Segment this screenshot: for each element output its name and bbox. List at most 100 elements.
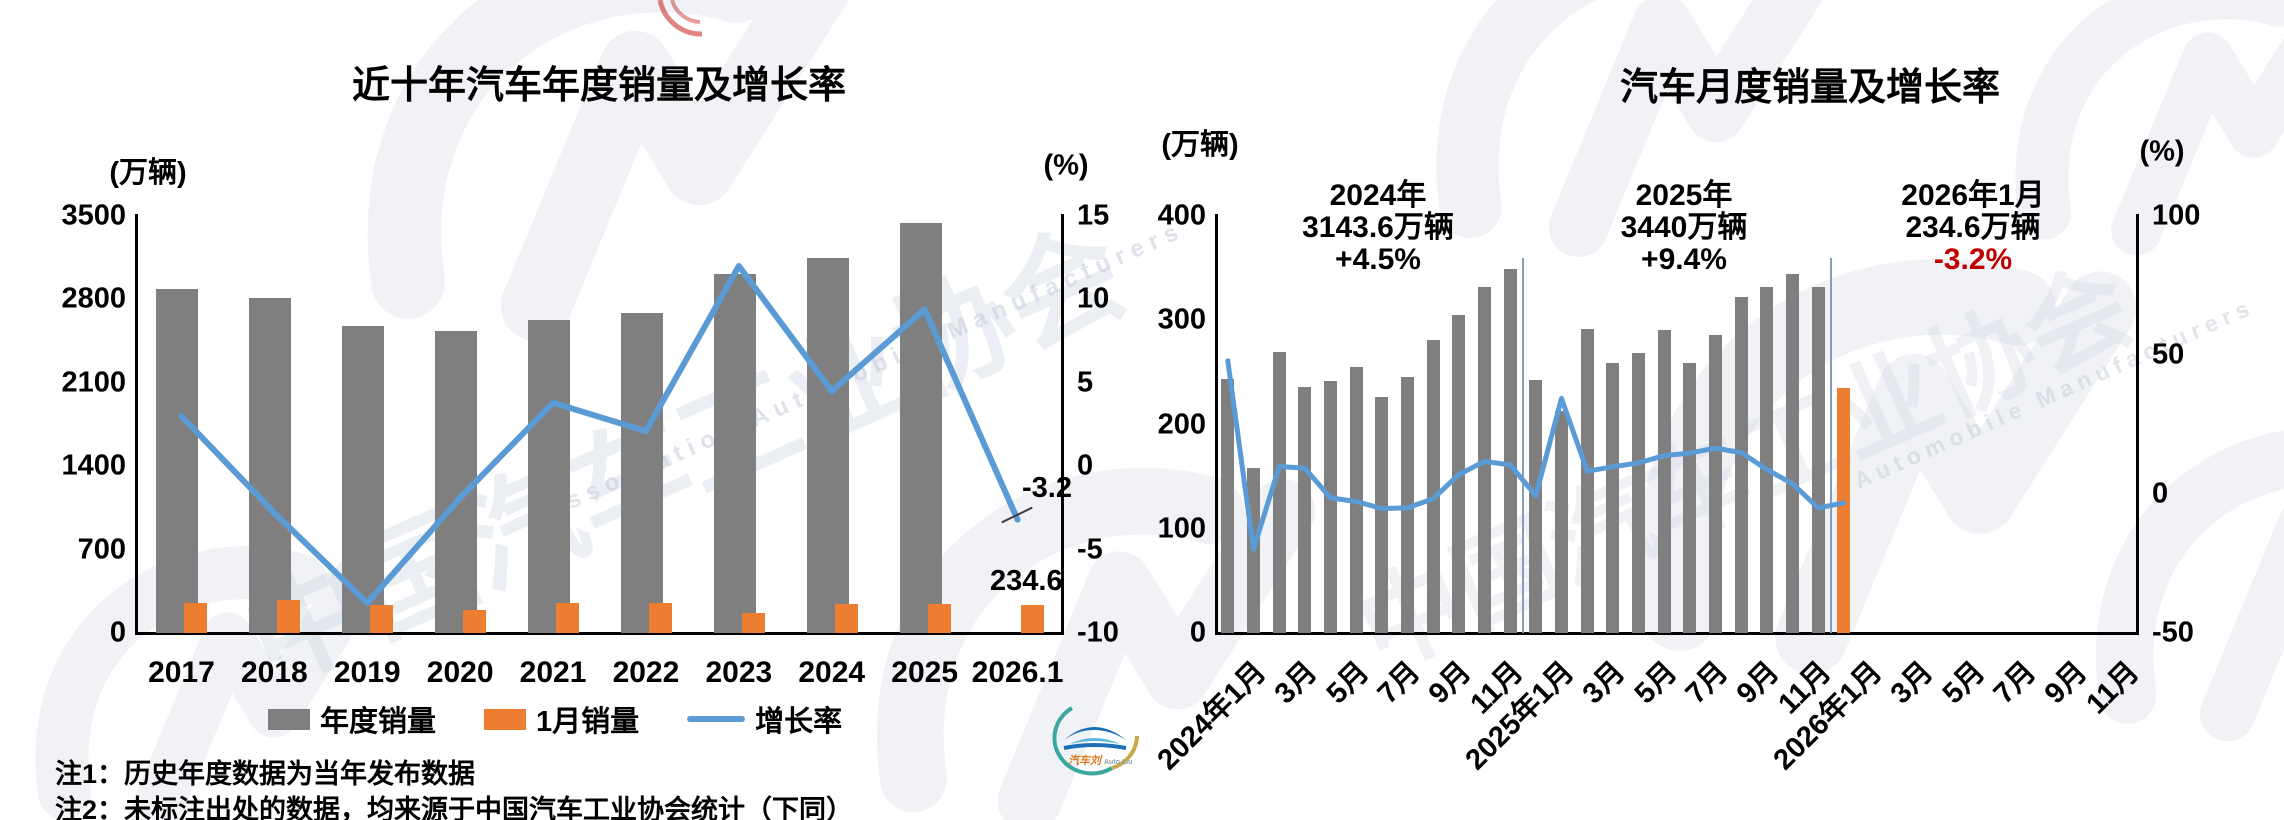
y-axis-tick: 1400 xyxy=(61,449,126,482)
left-chart-legend: 年度销量 1月销量 增长率 xyxy=(268,698,842,740)
monthly-sales-bar xyxy=(1478,287,1491,633)
monthly-sales-bar xyxy=(1298,387,1312,633)
monthly-sales-bar xyxy=(1760,286,1774,633)
left-chart-title: 近十年汽车年度销量及增长率 xyxy=(351,65,846,107)
jan-sales-bar xyxy=(556,603,580,633)
secondary-y-axis-tick: -10 xyxy=(1077,616,1119,649)
auto-liu-logo: 汽车刘 Auto Liu xyxy=(1038,702,1150,782)
monthly-sales-bar xyxy=(1734,296,1748,633)
growth-rate-swatch xyxy=(687,716,746,722)
legend-item-jan-sales: 1月销量 xyxy=(484,698,639,740)
monthly-sales-bar xyxy=(1375,397,1389,633)
annotation-2026-jan: 2026年1月 234.6万辆 -3.2% xyxy=(1843,180,2103,276)
legend-label: 年度销量 xyxy=(320,706,437,738)
secondary-y-axis-tick: 5 xyxy=(1077,366,1094,399)
secondary-y-axis-tick: -5 xyxy=(1077,533,1103,566)
x-axis-label: 2020 xyxy=(426,656,494,689)
jan-sales-bar xyxy=(463,609,487,633)
annotation-year: 2025年 xyxy=(1635,179,1733,212)
annual-sales-bar xyxy=(342,325,385,633)
monthly-sales-bar xyxy=(1683,362,1697,633)
x-axis-label: 11月 xyxy=(2079,655,2145,721)
jan-sales-swatch xyxy=(484,708,527,730)
right-chart-secondary-y-axis xyxy=(2136,214,2139,635)
annotation-growth: +4.5% xyxy=(1335,243,1421,276)
left-chart-y-axis xyxy=(135,214,138,635)
growth-endpoint-label: -3.2 xyxy=(1022,472,1072,504)
jan-sales-endpoint-label: 234.6 xyxy=(990,565,1063,597)
secondary-y-axis-tick: 10 xyxy=(1077,282,1110,315)
legend-item-annual-sales: 年度销量 xyxy=(268,698,436,740)
year-separator-line xyxy=(1522,258,1524,633)
secondary-y-axis-tick: 0 xyxy=(1077,449,1094,482)
annotation-volume: 234.6万辆 xyxy=(1905,211,2041,244)
y-axis-tick: 2100 xyxy=(61,366,126,399)
annotation-volume: 3143.6万辆 xyxy=(1302,211,1454,244)
monthly-sales-bar xyxy=(1529,380,1543,633)
logo-text-cn: 汽车刘 xyxy=(1068,754,1103,767)
legend-label: 增长率 xyxy=(755,706,843,738)
annual-sales-bar xyxy=(713,274,756,633)
annotation-2024: 2024年 3143.6万辆 +4.5% xyxy=(1248,180,1508,276)
left-chart-x-axis xyxy=(135,632,1064,635)
note-1: 注1：历史年度数据为当年发布数据 xyxy=(55,759,476,789)
monthly-sales-bar xyxy=(1247,467,1260,633)
secondary-y-axis-tick: -50 xyxy=(2152,616,2194,649)
annotation-2025: 2025年 3440万辆 +9.4% xyxy=(1554,180,1814,276)
secondary-y-axis-tick: 15 xyxy=(1077,199,1110,232)
annotation-growth: +9.4% xyxy=(1641,243,1727,276)
monthly-sales-bar xyxy=(1632,352,1645,633)
monthly-sales-bar xyxy=(1786,274,1799,633)
monthly-sales-bar xyxy=(1349,366,1363,633)
monthly-sales-bar xyxy=(1555,411,1568,633)
jan-sales-bar xyxy=(1020,605,1044,633)
y-axis-tick: 0 xyxy=(109,616,126,649)
annual-sales-bar xyxy=(620,312,663,633)
right-chart-y-axis xyxy=(1215,214,1218,635)
x-axis-label: 2026.1 xyxy=(971,656,1064,689)
jan-sales-bar xyxy=(927,604,951,633)
left-chart-unit-left: (万辆) xyxy=(109,157,187,189)
y-axis-tick: 400 xyxy=(1157,199,1206,232)
monthly-sales-bar xyxy=(1272,352,1286,633)
annotation-volume: 3440万辆 xyxy=(1620,211,1748,244)
monthly-sales-bar-jan2026 xyxy=(1837,388,1851,633)
monthly-sales-bar xyxy=(1324,381,1337,633)
monthly-sales-bar xyxy=(1811,287,1825,633)
jan-sales-bar xyxy=(277,599,301,633)
monthly-sales-bar xyxy=(1606,362,1620,633)
annual-sales-bar xyxy=(528,319,571,633)
monthly-sales-bar xyxy=(1221,378,1235,633)
monthly-sales-bar xyxy=(1452,314,1466,633)
x-axis-label: 2018 xyxy=(240,656,308,689)
x-axis-label: 2024年1月 xyxy=(1151,655,1273,777)
x-axis-label: 2021 xyxy=(519,656,587,689)
jan-sales-bar xyxy=(741,613,765,633)
monthly-sales-bar xyxy=(1709,335,1722,633)
annual-sales-swatch xyxy=(268,708,310,730)
left-chart-unit-right: (%) xyxy=(1043,149,1089,182)
watermark-en-right: Automobile Manufacturers xyxy=(1850,292,2259,494)
x-axis-label: 2025 xyxy=(891,656,959,689)
x-axis-label: 2024 xyxy=(798,656,866,689)
x-axis-label: 2017 xyxy=(148,656,215,689)
monthly-sales-bar xyxy=(1503,269,1517,633)
annual-sales-bar xyxy=(806,258,849,633)
jan-sales-bar xyxy=(184,602,208,633)
jan-sales-bar xyxy=(648,602,672,633)
logo-text-en: Auto Liu xyxy=(1104,759,1132,766)
monthly-sales-bar xyxy=(1657,330,1671,633)
annual-sales-bar xyxy=(899,223,942,633)
secondary-y-axis-tick: 0 xyxy=(2152,477,2169,510)
right-chart-unit-right: (%) xyxy=(2139,135,2185,168)
monthly-sales-bar xyxy=(1426,340,1440,633)
annual-sales-bar xyxy=(435,331,478,633)
note-2: 注2：未标注出处的数据，均来源于中国汽车工业协会统计（下同） xyxy=(55,795,854,820)
jan-sales-bar xyxy=(370,604,394,633)
year-separator-line xyxy=(1830,258,1832,633)
right-chart-title: 汽车月度销量及增长率 xyxy=(1619,67,2000,109)
annotation-year: 2026年1月 xyxy=(1901,179,2045,212)
annotation-year: 2024年 xyxy=(1329,179,1427,212)
caam-red-logo-fragment xyxy=(657,0,703,37)
y-axis-tick: 300 xyxy=(1157,303,1206,336)
